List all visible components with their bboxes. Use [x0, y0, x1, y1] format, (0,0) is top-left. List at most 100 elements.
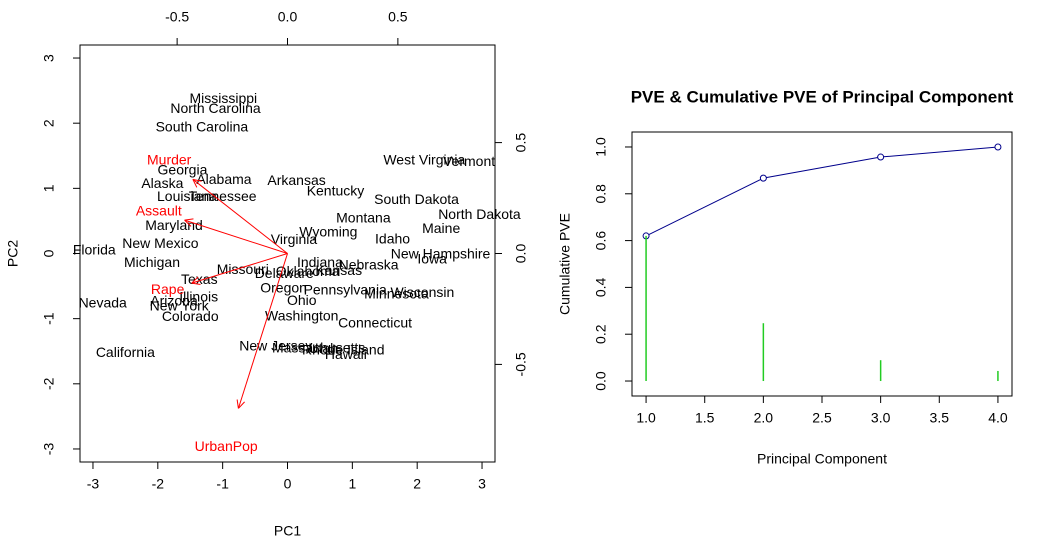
arrow-head	[184, 218, 194, 221]
loading-arrow	[237, 253, 288, 409]
point-label: Iowa	[417, 251, 447, 267]
point-label: Missouri	[217, 261, 269, 277]
point-label: Massachusetts	[272, 339, 365, 355]
x-tick-label: 1.0	[636, 410, 656, 426]
y-tick-label: 3	[41, 54, 57, 62]
point-label: Pennsylvania	[304, 281, 387, 297]
x-axis-label: PC1	[274, 523, 301, 539]
chart-title: PVE & Cumulative PVE of Principal Compon…	[631, 87, 1014, 106]
point-label: West Virginia	[383, 152, 465, 168]
y-tick-label: 1.0	[593, 137, 609, 157]
point-label: Vermont	[443, 153, 495, 169]
y-tick-label: 0.8	[593, 184, 609, 204]
arrow-head	[191, 282, 201, 285]
point-label: New Mexico	[122, 235, 198, 251]
loading-arrow	[192, 178, 288, 254]
x2-tick-label: 0.5	[388, 9, 408, 25]
cumulative-point	[994, 143, 1002, 151]
point-label: Virginia	[271, 231, 318, 247]
point-label: Connecticut	[338, 315, 412, 331]
loading-arrow	[191, 253, 288, 284]
y2-tick-label: -0.5	[513, 352, 529, 376]
y-tick-label: 0.0	[593, 371, 609, 391]
x-tick-label: -1	[216, 476, 229, 492]
plot-frame	[631, 131, 1013, 397]
x-tick-label: 3	[478, 476, 486, 492]
point-label: Tennessee	[189, 188, 257, 204]
point-label: Utah	[308, 340, 338, 356]
point-label: Ohio	[287, 292, 317, 308]
point-label: Michigan	[124, 254, 180, 270]
x-tick-label: -3	[87, 476, 100, 492]
y-tick-label: 0.4	[593, 277, 609, 297]
arrow-head	[238, 401, 245, 409]
cumulative-line	[645, 146, 998, 237]
x2-tick-label: -0.5	[165, 9, 189, 25]
point-label: Minnesota	[364, 285, 429, 301]
point-label: Nebraska	[339, 257, 399, 273]
point-label: Oregon	[260, 279, 307, 295]
y-tick-label: -2	[41, 377, 57, 390]
point-label: North Dakota	[438, 206, 521, 222]
point-label: Nevada	[79, 294, 127, 310]
loading-label: Murder	[147, 151, 192, 167]
point-label: Montana	[336, 210, 391, 226]
loading-label: UrbanPop	[195, 438, 258, 454]
y-tick-label: -1	[41, 312, 57, 325]
arrow-head	[191, 276, 199, 284]
y-tick-label: 1	[41, 184, 57, 192]
point-label: Texas	[181, 271, 218, 287]
point-label: Kentucky	[307, 182, 365, 198]
x-tick-label: 0	[284, 476, 292, 492]
y-tick-label: 0.6	[593, 231, 609, 251]
point-label: Georgia	[158, 161, 208, 177]
x-tick-label: 2	[413, 476, 421, 492]
point-label: Wyoming	[299, 223, 357, 239]
point-label: Florida	[73, 242, 116, 258]
x-tick-label: 3.5	[930, 410, 950, 426]
point-label: Rhode Island	[302, 341, 385, 357]
y2-tick-label: 0.0	[513, 244, 529, 264]
point-label: South Carolina	[156, 118, 249, 134]
point-label: North Carolina	[170, 100, 260, 116]
arrow-head	[192, 179, 198, 188]
x-tick-label: 2.5	[812, 410, 832, 426]
point-label: New York	[150, 298, 210, 314]
x2-tick-label: 0.0	[278, 9, 298, 25]
point-label: Alabama	[196, 171, 251, 187]
point-label: Maryland	[145, 217, 203, 233]
x-tick-label: -2	[152, 476, 165, 492]
point-label: Delaware	[255, 265, 314, 281]
y-tick-label: 0.2	[593, 324, 609, 344]
arrow-head	[192, 178, 202, 182]
point-label: New Hampshire	[391, 246, 491, 262]
x-axis-label: Principal Component	[757, 451, 887, 467]
x-tick-label: 1.5	[695, 410, 715, 426]
point-label: Illinois	[179, 289, 218, 305]
point-label: Wisconsin	[390, 284, 454, 300]
y-tick-label: 2	[41, 119, 57, 127]
loading-label: Assault	[136, 203, 182, 219]
point-label: Indiana	[297, 254, 343, 270]
y-tick-label: 0	[41, 249, 57, 257]
point-label: Alaska	[141, 175, 183, 191]
arrow-head	[184, 219, 192, 227]
point-label: California	[96, 344, 155, 360]
point-label: Idaho	[375, 231, 410, 247]
point-label: Maine	[422, 220, 460, 236]
point-label: South Dakota	[374, 191, 459, 207]
x-tick-label: 4.0	[988, 410, 1008, 426]
y-axis-label: Cumulative PVE	[557, 213, 573, 315]
point-label: Louisiana	[157, 188, 217, 204]
cumulative-point	[877, 153, 885, 161]
point-label: Arizona	[150, 292, 198, 308]
cumulative-point	[759, 174, 767, 182]
point-label: Oklahoma	[276, 263, 340, 279]
y-tick-label: -3	[41, 443, 57, 456]
point-label: Washington	[265, 307, 338, 323]
point-label: Hawaii	[325, 346, 367, 362]
loading-label: Rape	[151, 281, 185, 297]
loading-arrow	[184, 219, 288, 254]
point-label: Kansas	[315, 262, 362, 278]
